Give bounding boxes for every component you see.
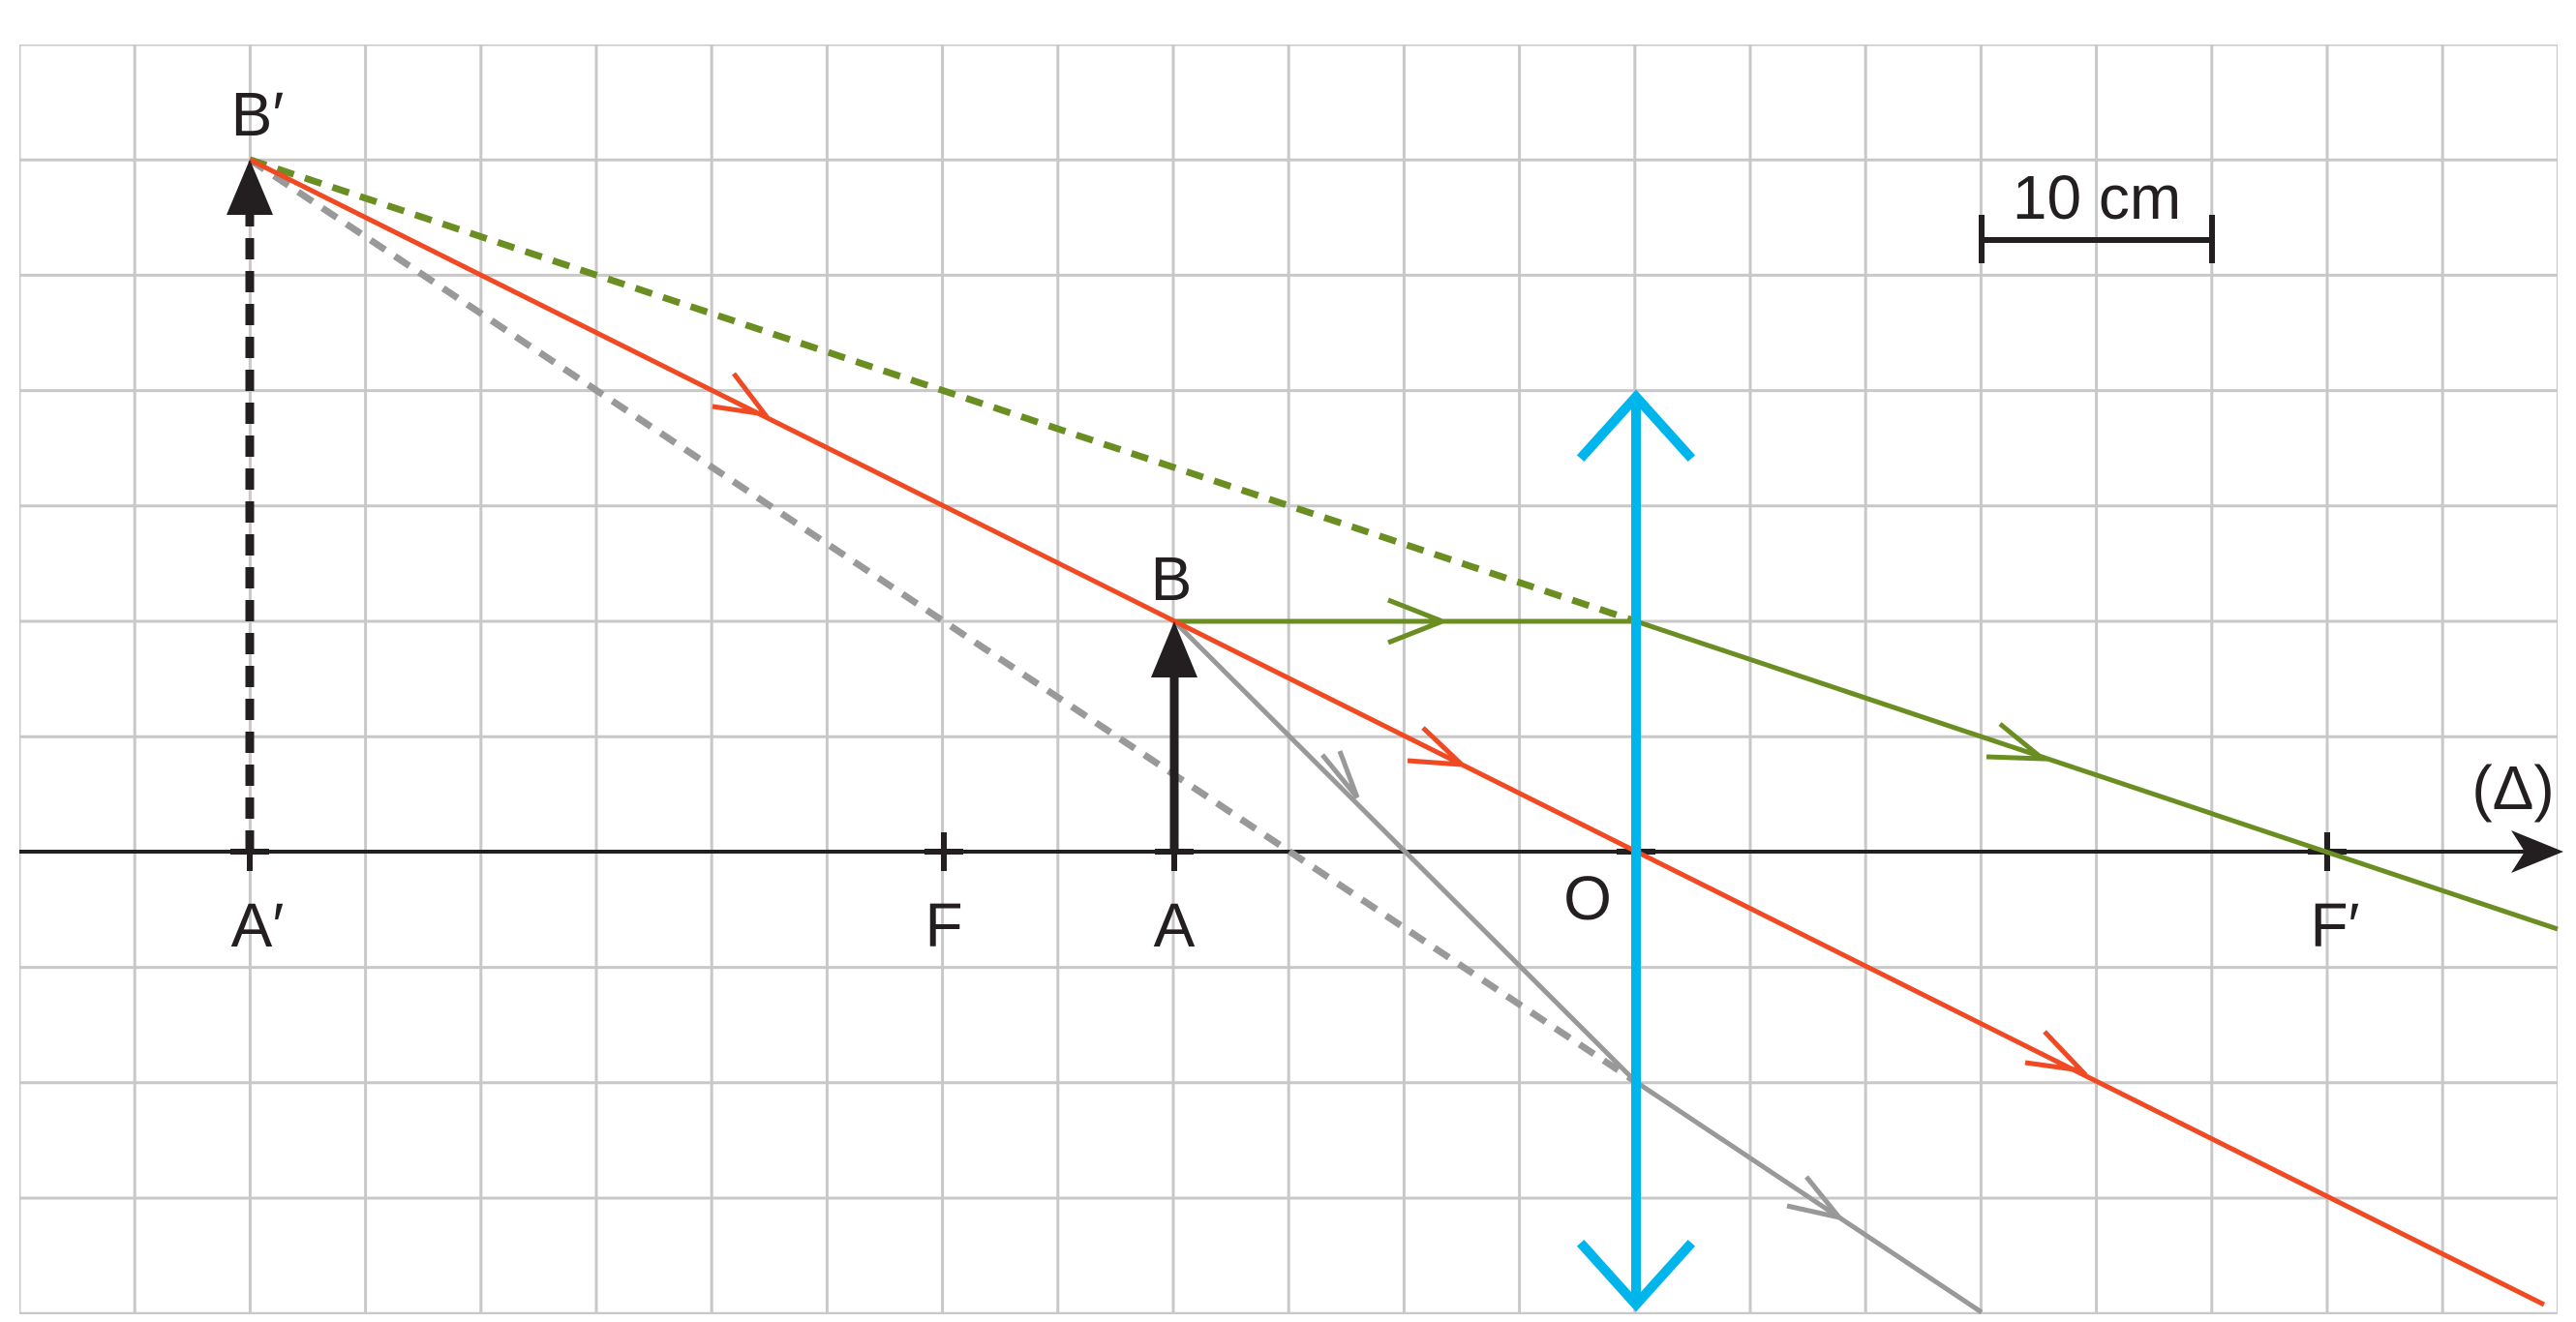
- ray-arrow-icon: [712, 372, 771, 418]
- ray-arrow-icon: [2024, 1030, 2088, 1074]
- ray-arrow-icon: [1387, 597, 1449, 646]
- converging-lens: [1576, 389, 1696, 1312]
- ray-parallel-virtual: [248, 156, 1638, 625]
- ray-arrow-icon: [1407, 726, 1469, 767]
- label-o: O: [1563, 863, 1612, 933]
- virtual-image: [227, 160, 273, 852]
- ray-center-line: [248, 157, 2546, 1307]
- ray-focus-incident: [1172, 619, 1638, 1084]
- ray-parallel: [248, 156, 2559, 932]
- ray-focus-emergent: [1634, 1079, 1984, 1315]
- label-a-prime: A′: [231, 890, 285, 960]
- label-f: F: [924, 890, 962, 960]
- object-arrow: [1151, 621, 1197, 852]
- object-arrow-icon: [1151, 621, 1197, 677]
- lens-bottom-arrow-icon: [1576, 1239, 1696, 1312]
- label-f-prime: F′: [2310, 890, 2359, 960]
- ray-focus-virtual: [248, 157, 1638, 1085]
- optical-axis: [19, 830, 2563, 873]
- image-arrow-icon: [227, 160, 273, 215]
- scale-bar: [1979, 215, 2215, 263]
- axis-arrow-icon: [2511, 830, 2563, 873]
- ray-arrow-icon: [1320, 750, 1360, 799]
- ray-arrow-icon: [1786, 1175, 1846, 1221]
- lens-top-arrow-icon: [1576, 389, 1696, 463]
- ray-through-focus: [248, 157, 1984, 1315]
- ray-through-center: [248, 157, 2546, 1307]
- label-a: A: [1154, 890, 1196, 960]
- ray-arrow-icon: [1985, 722, 2050, 762]
- label-b-prime: B′: [231, 79, 285, 149]
- label-b: B: [1151, 544, 1193, 614]
- ray-parallel-emergent: [1635, 618, 2559, 932]
- scale-bar-label: 10 cm: [2013, 163, 2181, 232]
- label-axis: (Δ): [2471, 753, 2554, 823]
